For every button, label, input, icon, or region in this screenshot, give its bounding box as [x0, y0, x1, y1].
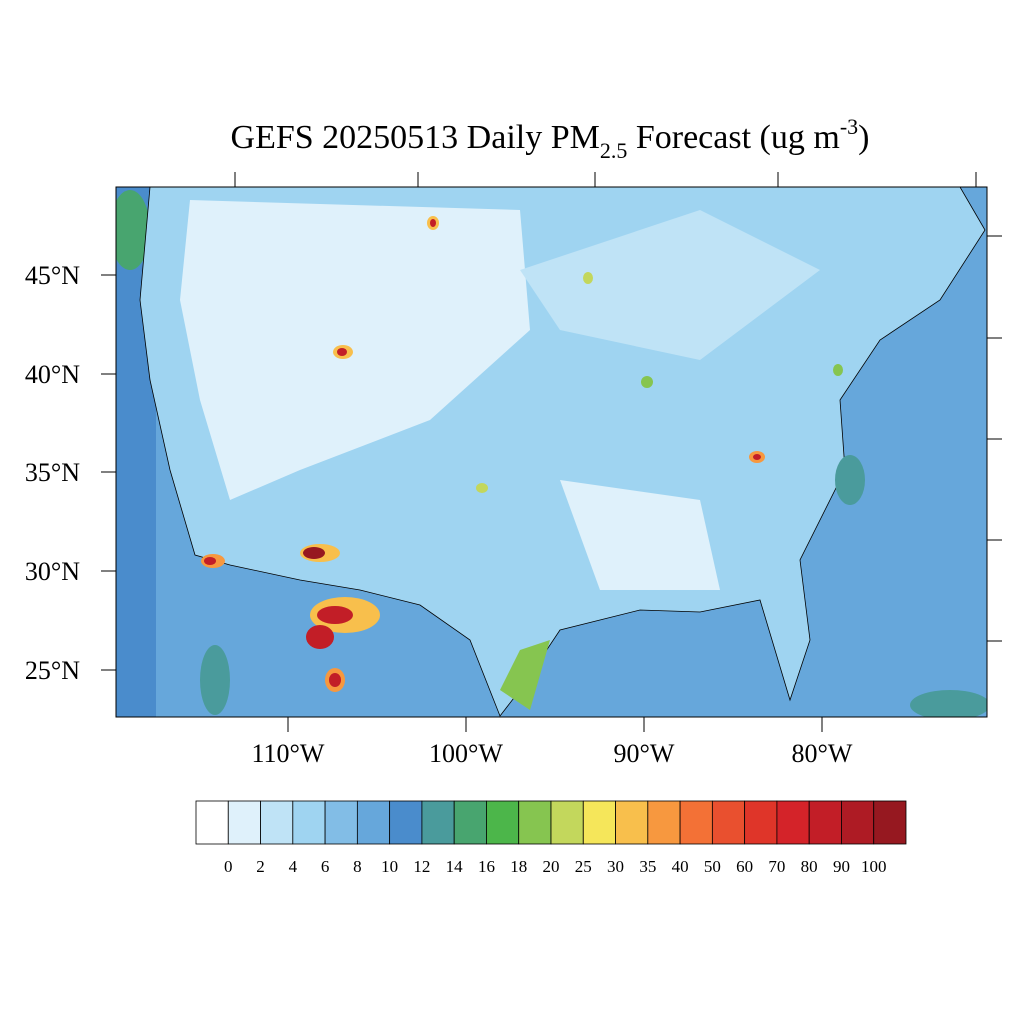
colorbar-label: 12 — [413, 857, 430, 876]
colorbar-box — [873, 800, 907, 845]
colorbar-label: 14 — [446, 857, 464, 876]
colorbar-label: 4 — [289, 857, 298, 876]
colorbar-label: 6 — [321, 857, 330, 876]
colorbar-label: 90 — [833, 857, 850, 876]
colorbar-box — [453, 800, 487, 845]
axis-labels: 45°N 40°N 35°N 30°N 25°N 110°W 100°W 90°W 80°W — [25, 261, 853, 768]
colorbar-label: 35 — [639, 857, 656, 876]
colorbar-label: 25 — [575, 857, 592, 876]
lon-label: 110°W — [252, 739, 325, 768]
colorbar: 0 2 4 6 8 10 12 14 16 18 20 25 30 35 40 50 60 70 80 90 100 — [195, 800, 907, 876]
colorbar-box — [356, 800, 391, 845]
hotspots — [201, 216, 843, 692]
clean-air-region — [180, 200, 530, 500]
colorbar-label: 20 — [543, 857, 560, 876]
title-text: GEFS 20250513 Daily PM — [231, 119, 600, 156]
title-text: Forecast (ug m — [627, 119, 839, 156]
colorbar-label: 70 — [768, 857, 785, 876]
plume — [835, 455, 865, 505]
colorbar-box — [324, 800, 358, 845]
lat-label: 40°N — [25, 360, 80, 389]
colorbar-box — [744, 800, 778, 845]
plume — [500, 640, 550, 710]
lat-label: 45°N — [25, 261, 80, 290]
colorbar-box — [389, 800, 423, 845]
colorbar-box — [518, 800, 552, 845]
colorbar-label: 18 — [510, 857, 527, 876]
plume — [910, 690, 987, 717]
colorbar-box — [647, 800, 681, 845]
plume — [116, 190, 150, 270]
plume — [200, 645, 230, 715]
lat-label: 25°N — [25, 656, 80, 685]
lat-label: 30°N — [25, 557, 80, 586]
colorbar-box — [841, 800, 875, 845]
frame-ticks — [101, 172, 1002, 732]
lon-label: 80°W — [792, 739, 853, 768]
colorbar-label: 100 — [861, 857, 887, 876]
haze-region — [520, 210, 820, 360]
colorbar-box — [421, 800, 455, 845]
colorbar-box — [227, 800, 261, 845]
colorbar-label: 40 — [672, 857, 689, 876]
colorbar-box — [260, 800, 294, 845]
colorbar-label: 10 — [381, 857, 398, 876]
colorbar-label: 16 — [478, 857, 495, 876]
colorbar-label: 8 — [353, 857, 362, 876]
lon-label: 100°W — [429, 739, 503, 768]
colorbar-box — [615, 800, 649, 845]
colorbar-box — [679, 800, 713, 845]
colorbar-label: 50 — [704, 857, 721, 876]
colorbar-label: 0 — [224, 857, 233, 876]
colorbar-box — [486, 800, 520, 845]
colorbar-label: 2 — [256, 857, 265, 876]
colorbar-box — [292, 800, 326, 845]
colorbar-box — [195, 800, 229, 845]
title-text: ) — [858, 119, 869, 156]
title: GEFS 20250513 Daily PM2.5 Forecast (ug m… — [231, 114, 870, 163]
title-subscript: 2.5 — [600, 138, 628, 163]
colorbar-label: 60 — [736, 857, 753, 876]
colorbar-box — [808, 800, 842, 845]
lon-label: 90°W — [614, 739, 675, 768]
lat-label: 35°N — [25, 458, 80, 487]
colorbar-label: 80 — [801, 857, 818, 876]
colorbar-box — [776, 800, 810, 845]
colorbar-label: 30 — [607, 857, 624, 876]
clean-air-region — [560, 480, 720, 590]
colorbar-box — [711, 800, 746, 845]
colorbar-box — [582, 800, 616, 845]
map-field — [116, 187, 987, 717]
title-superscript: -3 — [840, 114, 858, 139]
map-frame — [115, 186, 988, 718]
colorbar-box — [550, 800, 584, 845]
